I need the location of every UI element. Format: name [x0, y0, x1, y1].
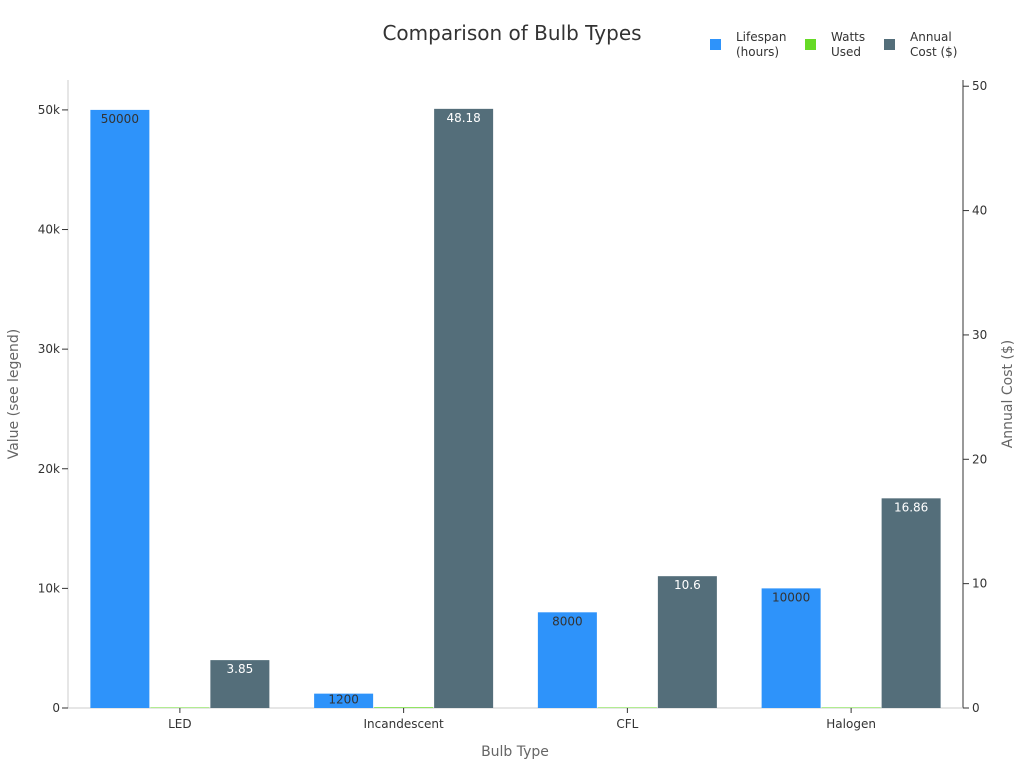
- bar: [821, 707, 881, 708]
- legend-label: Used: [831, 45, 861, 59]
- x-tick-label: LED: [168, 717, 192, 731]
- data-label: 3.85: [227, 662, 254, 676]
- y-tick-label: 40k: [38, 223, 60, 237]
- bar: [537, 612, 597, 708]
- legend-swatch: [884, 39, 895, 50]
- x-tick-label: CFL: [616, 717, 638, 731]
- data-label: 50000: [101, 112, 139, 126]
- data-label: 16.86: [894, 500, 928, 514]
- bar: [597, 707, 657, 708]
- data-label: 8000: [552, 614, 583, 628]
- legend-label: Lifespan: [736, 30, 786, 44]
- legend-swatch: [710, 39, 721, 50]
- x-tick-label: Incandescent: [364, 717, 445, 731]
- bar: [881, 498, 941, 708]
- legend-label: Cost ($): [910, 45, 958, 59]
- bar: [761, 588, 821, 708]
- legend-label: (hours): [736, 45, 779, 59]
- chart-title: Comparison of Bulb Types: [382, 21, 641, 45]
- data-label: 1200: [328, 692, 359, 706]
- y2-tick-label: 50: [972, 79, 987, 93]
- y2-tick-label: 0: [972, 701, 980, 715]
- bar: [434, 108, 494, 708]
- y2-tick-label: 40: [972, 204, 987, 218]
- bar: [150, 707, 210, 708]
- bar: [374, 707, 434, 708]
- y2-tick-label: 10: [972, 577, 987, 591]
- data-label: 48.18: [446, 111, 480, 125]
- y2-tick-label: 20: [972, 452, 987, 466]
- plot-area: 0 10k 20k 30k 40k 50k 0 10 20 30 40 50 LED 50000 3.85 I…: [38, 79, 988, 731]
- legend-swatch: [805, 39, 816, 50]
- y-tick-label: 30k: [38, 342, 60, 356]
- legend-label: Annual: [910, 30, 952, 44]
- legend-label: Watts: [831, 30, 865, 44]
- y-tick-label: 20k: [38, 462, 60, 476]
- y-tick-label: 0: [52, 701, 60, 715]
- data-label: 10.6: [674, 578, 701, 592]
- bar: [210, 660, 270, 708]
- x-axis-title: Bulb Type: [481, 744, 549, 760]
- y-tick-label: 50k: [38, 103, 60, 117]
- bar: [90, 109, 150, 708]
- bar: [657, 576, 717, 708]
- y2-axis-title: Annual Cost ($): [1000, 340, 1016, 449]
- x-tick-label: Halogen: [826, 717, 876, 731]
- y2-tick-label: 30: [972, 328, 987, 342]
- y-axis-title: Value (see legend): [6, 329, 22, 460]
- bar: [314, 693, 374, 708]
- data-label: 10000: [772, 590, 810, 604]
- y-tick-label: 10k: [38, 581, 60, 595]
